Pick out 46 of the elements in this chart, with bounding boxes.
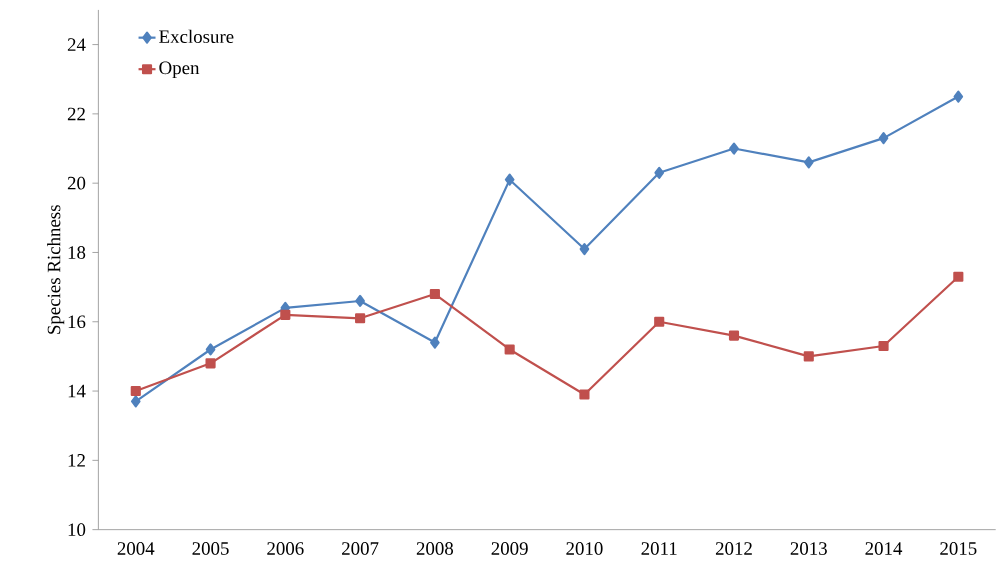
point [878,340,889,351]
point [878,131,889,145]
point [728,330,740,341]
point [803,351,814,362]
x-tick-label: 2005 [192,541,229,555]
point [130,395,141,408]
point [504,344,515,355]
point [429,288,440,299]
x-tick-label: 2012 [715,541,752,555]
point [130,385,141,396]
x-tick-label: 2004 [117,541,155,555]
point [504,173,515,186]
legend-label: Open [159,61,200,78]
y-tick-label: 22 [67,107,85,120]
point [355,313,366,324]
point [205,343,216,356]
point [280,309,291,320]
legend-label: Exclosure [159,29,234,43]
x-tick-label: 2013 [790,541,827,555]
y-axis-title: Species Richness [47,204,65,334]
point [430,336,440,349]
point [729,142,739,155]
point [579,242,590,255]
point [953,271,964,282]
point [654,166,665,179]
point [654,316,665,327]
point [579,389,590,400]
x-tick-label: 2014 [865,541,903,555]
y-tick-label: 14 [68,384,86,398]
point [803,156,814,169]
y-tick-label: 20 [67,176,86,190]
x-tick-label: 2008 [416,541,454,555]
point [953,90,964,103]
y-tick-label: 16 [68,315,86,328]
x-tick-label: 2015 [940,541,977,555]
y-tick-label: 24 [67,38,86,51]
x-tick-label: 2007 [342,541,379,555]
point [355,294,365,307]
point [205,358,216,369]
x-tick-label: 2011 [641,541,677,555]
x-tick-label: 2009 [491,541,528,555]
x-tick-label: 2006 [267,541,304,555]
y-tick-label: 18 [68,245,86,259]
x-tick-label: 2010 [566,541,603,555]
y-tick-label: 10 [68,523,86,536]
y-tick-label: 12 [68,453,85,467]
